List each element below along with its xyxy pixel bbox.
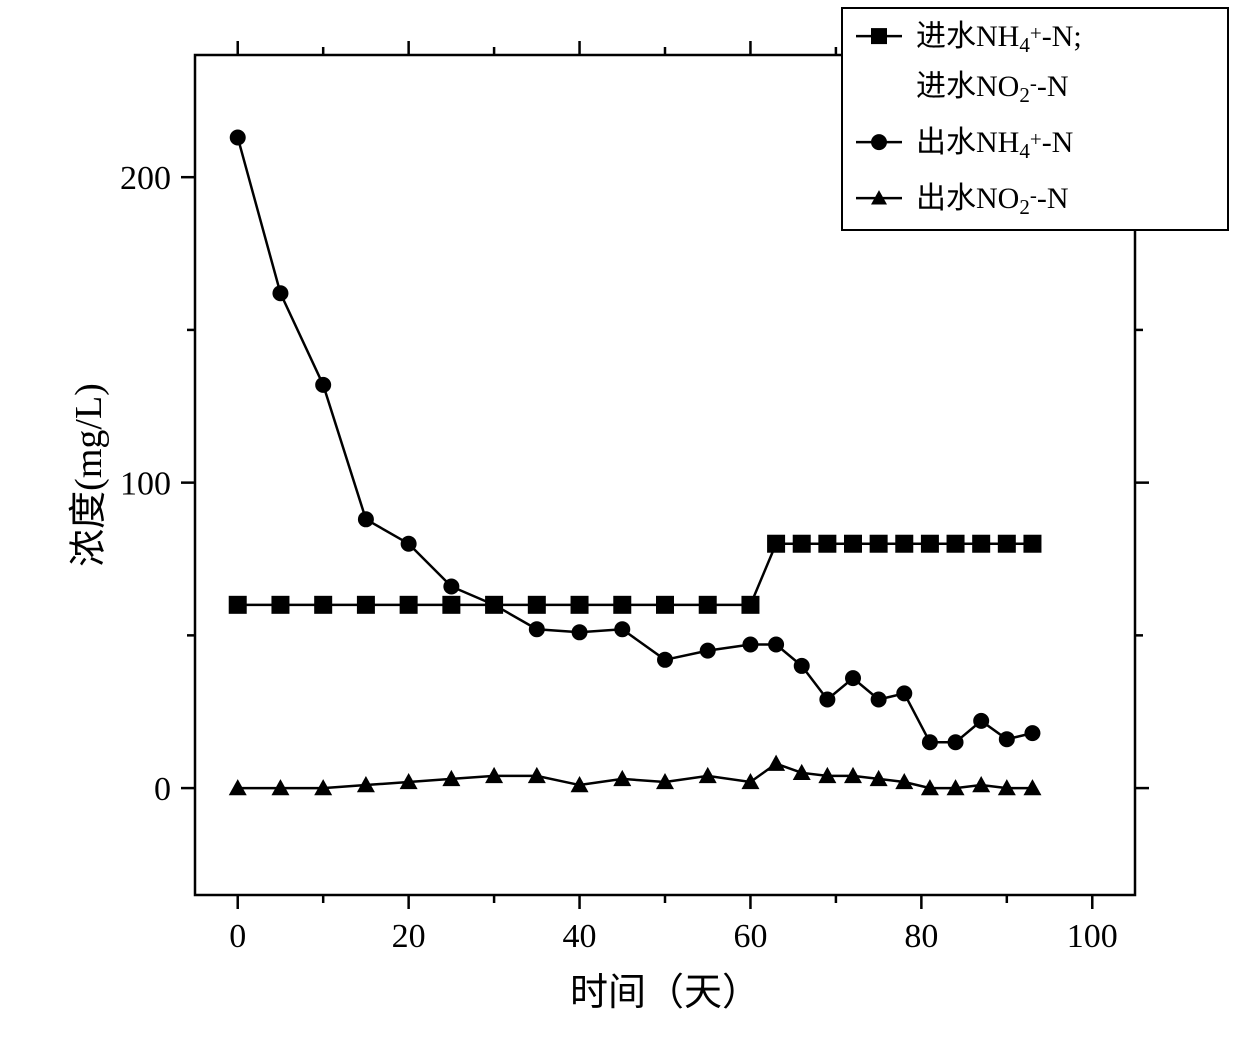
marker-eff_nh4: [315, 377, 331, 393]
marker-eff_nh4: [358, 511, 374, 527]
marker-influent: [613, 596, 631, 614]
marker-influent: [1023, 535, 1041, 553]
marker-eff_nh4: [896, 685, 912, 701]
x-tick-label: 40: [563, 918, 597, 955]
marker-eff_nh4: [742, 637, 758, 653]
legend-label: 出水NO2--N: [916, 182, 1069, 219]
x-tick-label: 60: [733, 918, 767, 955]
legend: 进水NH4+-N; 进水NO2--N 出水NH4+-N 出水NO2--N: [842, 8, 1228, 230]
marker-influent: [818, 535, 836, 553]
marker-eff_nh4: [700, 643, 716, 659]
legend-label: 进水NO2--N: [916, 70, 1069, 107]
marker-eff_nh4: [443, 578, 459, 594]
marker-eff_nh4: [819, 692, 835, 708]
marker-influent: [741, 596, 759, 614]
marker-influent: [400, 596, 418, 614]
marker-eff_nh4: [999, 731, 1015, 747]
marker-eff_nh4: [486, 597, 502, 613]
marker-influent: [528, 596, 546, 614]
legend-label: 出水NH4+-N: [916, 126, 1073, 163]
marker-eff_nh4: [871, 692, 887, 708]
marker-influent: [357, 596, 375, 614]
marker-influent: [767, 535, 785, 553]
y-tick-label: 100: [120, 466, 171, 503]
x-tick-label: 20: [392, 918, 426, 955]
marker-eff_nh4: [922, 734, 938, 750]
marker-influent: [571, 596, 589, 614]
y-tick-label: 200: [120, 160, 171, 197]
x-tick-label: 80: [904, 918, 938, 955]
chart-container: 0 20 40 60 80 100 时间（天） 0 100 200 浓度(mg/L) 进水NH4+-N…: [0, 0, 1240, 1038]
marker-eff_nh4: [1024, 725, 1040, 741]
marker-eff_nh4: [794, 658, 810, 674]
marker-eff_nh4: [948, 734, 964, 750]
marker-eff_nh4: [768, 637, 784, 653]
y-axis-label: 浓度(mg/L): [68, 383, 110, 567]
marker-influent: [895, 535, 913, 553]
x-tick-label: 0: [229, 918, 246, 955]
marker-influent: [870, 535, 888, 553]
marker-eff_nh4: [401, 536, 417, 552]
marker-eff_nh4: [529, 621, 545, 637]
marker-influent: [314, 596, 332, 614]
y-tick-label: 0: [154, 771, 171, 808]
marker-influent: [998, 535, 1016, 553]
marker-eff_nh4: [572, 624, 588, 640]
marker-influent: [793, 535, 811, 553]
marker-eff_nh4: [973, 713, 989, 729]
marker-influent: [699, 596, 717, 614]
chart-svg: 0 20 40 60 80 100 时间（天） 0 100 200 浓度(mg/L) 进水NH4+-N…: [0, 0, 1240, 1038]
marker-influent: [656, 596, 674, 614]
marker-influent: [947, 535, 965, 553]
marker-eff_nh4: [230, 129, 246, 145]
legend-label: 进水NH4+-N;: [916, 20, 1082, 57]
x-axis-label: 时间（天）: [570, 972, 760, 1014]
marker-influent: [271, 596, 289, 614]
marker-eff_nh4: [614, 621, 630, 637]
marker-influent: [844, 535, 862, 553]
marker-eff_nh4: [845, 670, 861, 686]
x-tick-label: 100: [1067, 918, 1118, 955]
marker-influent: [229, 596, 247, 614]
marker-eff_nh4: [657, 652, 673, 668]
marker-eff_nh4: [272, 285, 288, 301]
legend-marker: [871, 28, 887, 44]
marker-influent: [921, 535, 939, 553]
legend-marker: [871, 134, 887, 150]
marker-influent: [442, 596, 460, 614]
marker-influent: [972, 535, 990, 553]
